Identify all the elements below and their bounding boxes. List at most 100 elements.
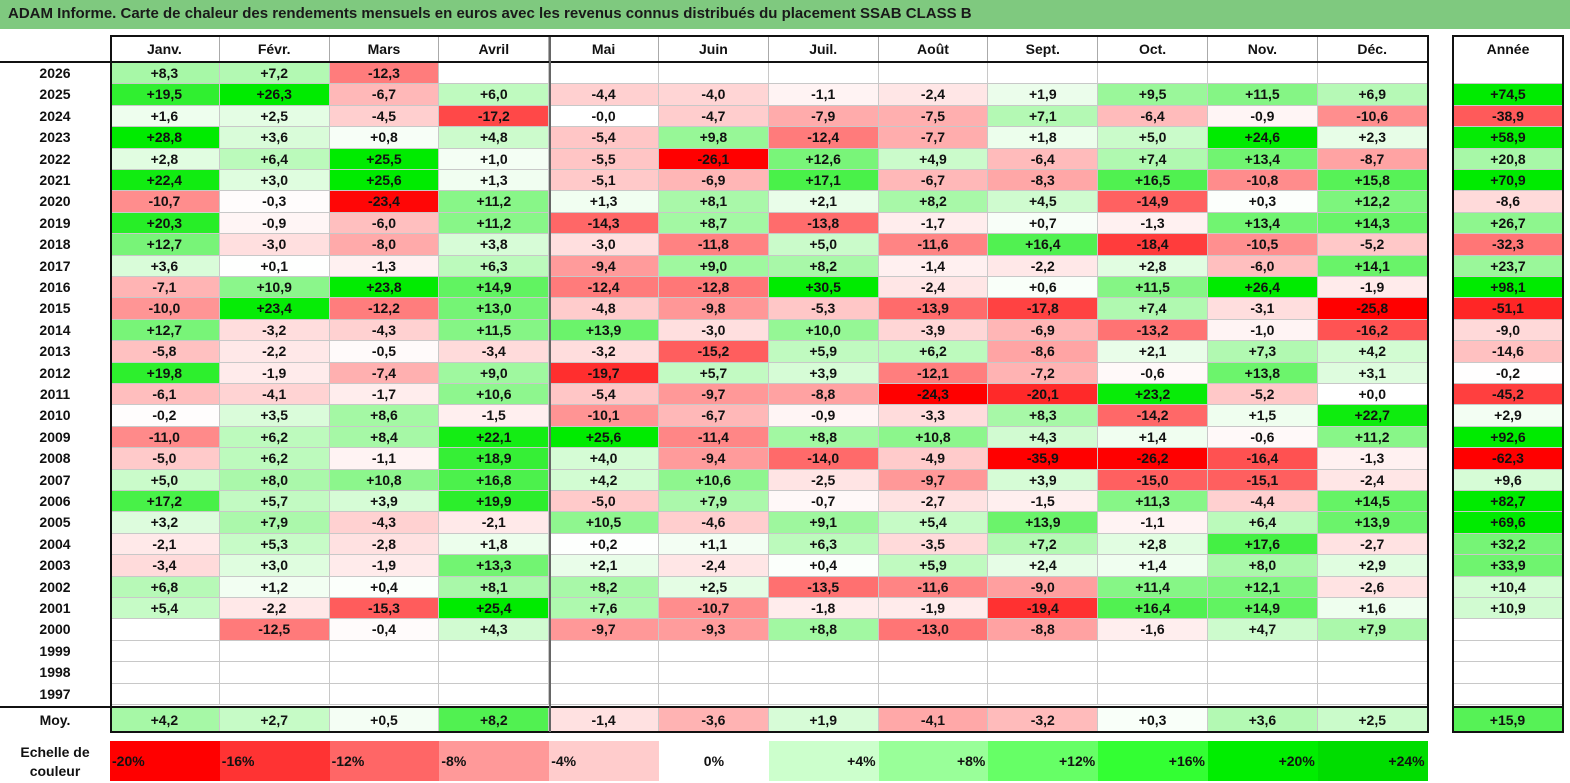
heatmap-cell: +3,9 — [768, 362, 879, 384]
heatmap-cell: +9,0 — [659, 255, 769, 277]
scale-swatch: +24% — [1317, 741, 1428, 781]
heatmap-cell: +3,2 — [110, 512, 220, 534]
heatmap-cell: +13,3 — [439, 555, 550, 577]
average-cell: +3,6 — [1208, 708, 1318, 732]
heatmap-cell: +8,1 — [659, 191, 769, 213]
heatmap-cell: +2,8 — [1098, 533, 1208, 556]
heatmap-cell: -3,1 — [1208, 298, 1318, 320]
heatmap-cell: +4,3 — [988, 426, 1099, 449]
heatmap-cell: +7,2 — [219, 63, 330, 85]
heatmap-cell: -8,6 — [988, 341, 1099, 363]
annual-cell: -38,9 — [1452, 105, 1564, 128]
heatmap-cell: +10,9 — [219, 277, 330, 299]
heatmap-cell: -12,1 — [878, 362, 989, 384]
heatmap-cell: +2,1 — [768, 191, 879, 213]
heatmap-cell: +11,5 — [1098, 277, 1208, 299]
heatmap-cell: -2,4 — [659, 555, 769, 577]
heatmap-cell: -0,6 — [1208, 426, 1318, 449]
annual-cell: +10,9 — [1452, 598, 1564, 620]
year-label: 1999 — [39, 642, 71, 659]
heatmap-cell: +10,8 — [878, 426, 989, 449]
month-header: Juin — [659, 37, 769, 61]
year-label: 2009 — [39, 428, 71, 445]
heatmap-cell: +6,8 — [110, 576, 220, 598]
heatmap-cell: +8,4 — [329, 426, 440, 449]
heatmap-cell — [219, 640, 330, 663]
heatmap-cell: -1,1 — [768, 84, 879, 106]
heatmap-cell: +17,1 — [768, 170, 879, 192]
heatmap-cell: -13,5 — [768, 576, 879, 598]
heatmap-cell: -4,0 — [659, 84, 769, 106]
heatmap-cell — [878, 662, 989, 684]
heatmap-cell: -5,2 — [1208, 384, 1318, 406]
heatmap-cell — [659, 683, 769, 705]
heatmap-cell: -6,4 — [1098, 105, 1208, 128]
average-cell: -3,2 — [988, 708, 1099, 732]
heatmap-cell: -2,4 — [878, 84, 989, 106]
year-label: 2003 — [39, 557, 71, 574]
title-bar: ADAM Informe. Carte de chaleur des rende… — [0, 0, 1570, 29]
heatmap-cell: +0,4 — [329, 576, 440, 598]
heatmap-cell: +4,2 — [549, 469, 659, 491]
heatmap-cell: +8,6 — [329, 405, 440, 427]
scale-swatch: +8% — [878, 741, 989, 781]
heatmap-cell: -7,7 — [878, 127, 989, 149]
average-cell: -1,4 — [549, 708, 659, 732]
heatmap-cell: +6,2 — [219, 448, 330, 470]
heatmap-cell: +3,0 — [219, 170, 330, 192]
annual-cell: -0,2 — [1452, 362, 1564, 384]
heatmap-cell: -1,3 — [329, 255, 440, 277]
heatmap-cell: -9,3 — [659, 619, 769, 641]
heatmap-cell: -2,6 — [1317, 576, 1428, 598]
heatmap-cell: +14,9 — [439, 277, 550, 299]
year-label: 2006 — [39, 493, 71, 509]
heatmap-cell — [659, 63, 769, 85]
heatmap-cell: -15,0 — [1098, 469, 1208, 491]
heatmap-cell: +13,9 — [988, 512, 1099, 534]
heatmap-cell: +5,4 — [878, 512, 989, 534]
heatmap-cell: +14,5 — [1317, 491, 1428, 513]
heatmap-cell: -0,0 — [549, 105, 659, 128]
semester-divider — [549, 37, 552, 732]
heatmap-cell: -17,8 — [988, 298, 1099, 320]
heatmap-cell: +1,3 — [549, 191, 659, 213]
heatmap-cell: -4,5 — [329, 105, 440, 128]
heatmap-cell: +24,6 — [1208, 127, 1318, 149]
average-cell: -3,6 — [659, 708, 769, 732]
heatmap-cell: +11,2 — [439, 191, 550, 213]
heatmap-cell — [1317, 683, 1428, 705]
heatmap-cell: -1,9 — [329, 555, 440, 577]
heatmap-cell: -10,5 — [1208, 234, 1318, 256]
year-label: 2002 — [39, 578, 71, 595]
average-cell: +2,5 — [1317, 708, 1428, 732]
heatmap-cell: -15,3 — [329, 598, 440, 620]
heatmap-cell: -13,9 — [878, 298, 989, 320]
heatmap-cell: +8,3 — [110, 63, 220, 85]
annual-cell: +9,6 — [1452, 469, 1564, 491]
heatmap-cell: +11,2 — [439, 212, 550, 235]
heatmap-cell: +1,6 — [1317, 598, 1428, 620]
heatmap-cell: +19,5 — [110, 84, 220, 106]
heatmap-cell: -2,4 — [1317, 469, 1428, 491]
heatmap-cell: -10,1 — [549, 405, 659, 427]
year-label: 2008 — [39, 450, 71, 467]
heatmap-cell: -8,3 — [988, 170, 1099, 192]
heatmap-cell: -1,9 — [878, 598, 989, 620]
heatmap-cell: +5,7 — [219, 491, 330, 513]
heatmap-cell: +4,2 — [1317, 341, 1428, 363]
average-annual-cell: +15,9 — [1452, 708, 1564, 732]
heatmap-cell: +25,6 — [329, 170, 440, 192]
heatmap-cell: -1,3 — [1098, 212, 1208, 235]
heatmap-cell: +3,9 — [988, 469, 1099, 491]
heatmap-cell — [768, 662, 879, 684]
heatmap-cell: -0,3 — [219, 191, 330, 213]
heatmap-cell: +0,8 — [329, 127, 440, 149]
average-cell: +2,7 — [219, 708, 330, 732]
heatmap-cell: -1,6 — [1098, 619, 1208, 641]
heatmap-cell: +3,0 — [219, 555, 330, 577]
annual-cell: -9,0 — [1452, 319, 1564, 342]
heatmap-cell: +8,2 — [549, 576, 659, 598]
heatmap-cell: -5,5 — [549, 148, 659, 170]
heatmap-cell: -0,6 — [1098, 362, 1208, 384]
heatmap-cell — [1317, 640, 1428, 663]
